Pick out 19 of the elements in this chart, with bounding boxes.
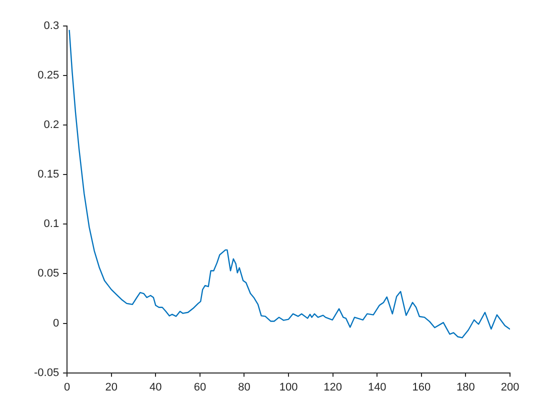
y-tick-label: 0.3 [44, 20, 60, 32]
y-tick-label: 0.1 [44, 218, 60, 230]
x-tick-label: 120 [324, 381, 342, 394]
y-tick-label: 0 [52, 317, 60, 330]
x-tick-label: 140 [368, 381, 386, 394]
y-tick-label: 0.05 [38, 268, 60, 280]
x-tick-label: 100 [279, 381, 298, 394]
y-tick-label: 0.15 [38, 168, 60, 181]
x-tick-label: 60 [194, 381, 206, 394]
x-tick-label: 160 [412, 381, 431, 394]
x-tick-label: 200 [500, 381, 520, 394]
x-tick-label: 40 [150, 381, 162, 394]
x-tick-label: 180 [456, 381, 475, 394]
x-tick-label: 0 [64, 381, 70, 394]
x-tick-label: 20 [105, 381, 118, 394]
x-tick-label: 80 [238, 381, 250, 394]
y-tick-label: -0.05 [34, 366, 60, 379]
y-tick-label: 0.2 [44, 119, 60, 132]
y-tick-label: 0.25 [38, 70, 60, 82]
